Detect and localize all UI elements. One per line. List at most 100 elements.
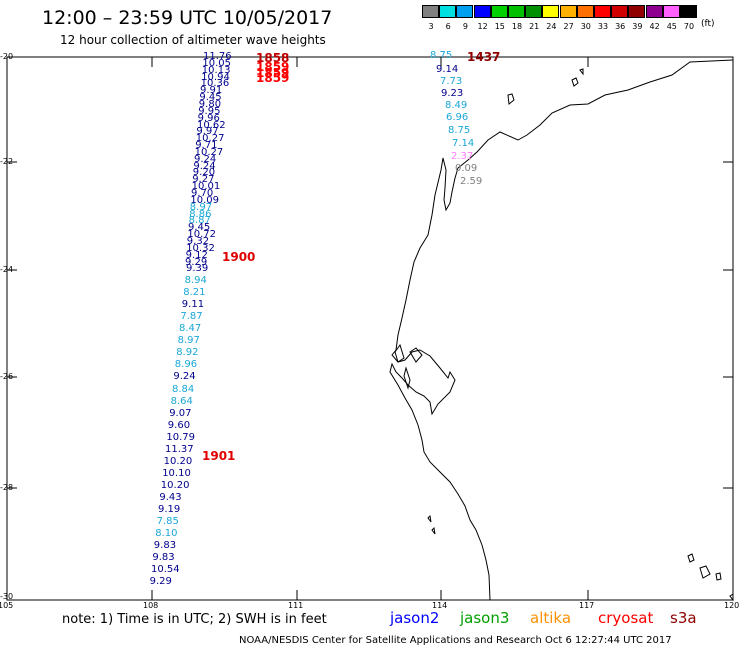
latitude-label: -26 bbox=[0, 372, 14, 381]
wave-height-value: 9.70 bbox=[191, 188, 214, 199]
time-label-1859b: 1859 bbox=[256, 66, 290, 80]
wave-height-value: 8.87 bbox=[188, 215, 211, 227]
wave-height-value: 8.97 bbox=[177, 335, 200, 347]
wave-height-value: 9.29 bbox=[149, 576, 172, 588]
wave-height-value: 9.27 bbox=[192, 174, 215, 186]
chart-subtitle: 12 hour collection of altimeter wave hei… bbox=[60, 33, 326, 47]
satellite-legend-item: jason2 bbox=[390, 609, 440, 627]
wave-height-value: 9.60 bbox=[167, 419, 191, 431]
scale-swatch bbox=[645, 5, 663, 18]
scale-swatch bbox=[456, 5, 474, 18]
wave-height-value: 9.43 bbox=[159, 491, 182, 503]
scale-label: 3 bbox=[428, 22, 434, 31]
wave-height-value: 8.86 bbox=[189, 208, 212, 220]
wave-height-value: 7.14 bbox=[452, 138, 475, 149]
longitude-label: 105 bbox=[0, 601, 14, 610]
wave-height-value: 8.21 bbox=[183, 287, 206, 299]
scale-label: 24 bbox=[546, 22, 557, 31]
wave-height-value: 9.14 bbox=[436, 64, 459, 75]
wave-height-value: 10.79 bbox=[166, 431, 196, 443]
scale-label: 39 bbox=[632, 22, 643, 31]
wave-height-value: 9.24 bbox=[193, 160, 216, 172]
wave-height-value: 9.23 bbox=[441, 88, 464, 99]
scale-label: 30 bbox=[580, 22, 591, 31]
longitude-label: 117 bbox=[579, 601, 595, 610]
wave-height-value: 9.83 bbox=[153, 540, 177, 552]
scale-swatch bbox=[628, 5, 646, 18]
time-label-1859c: 1859 bbox=[256, 71, 290, 85]
wave-height-value: 8.84 bbox=[172, 383, 195, 395]
longitude-label: 108 bbox=[143, 601, 159, 610]
scale-label: 27 bbox=[563, 22, 574, 31]
wave-height-value: 9.07 bbox=[169, 407, 192, 419]
scale-unit: (ft) bbox=[701, 19, 715, 29]
footer-credit: NOAA/NESDIS Center for Satellite Applica… bbox=[239, 635, 672, 646]
wave-height-value: 10.62 bbox=[197, 119, 226, 131]
scale-swatch bbox=[508, 5, 525, 18]
scale-swatch bbox=[473, 5, 491, 18]
wave-height-value: 6.96 bbox=[446, 112, 469, 123]
scale-label: 33 bbox=[597, 22, 609, 31]
scale-label: 6 bbox=[445, 22, 451, 31]
wave-height-value: 10.32 bbox=[186, 242, 215, 254]
scale-label: 21 bbox=[529, 22, 540, 31]
wave-height-value: 9.71 bbox=[195, 140, 218, 152]
wave-height-value: 10.20 bbox=[160, 479, 190, 491]
map-frame bbox=[6, 56, 734, 601]
scale-label: 12 bbox=[477, 22, 488, 31]
longitude-label: 120 bbox=[724, 601, 740, 610]
wave-height-value: 8.75 bbox=[448, 125, 471, 136]
scale-swatch bbox=[559, 5, 577, 18]
wave-height-value: 9.96 bbox=[197, 112, 220, 124]
latitude-label: -22 bbox=[0, 157, 14, 166]
latitude-label: -20 bbox=[0, 52, 14, 61]
scale-swatch bbox=[422, 5, 439, 18]
wave-height-value: 7.87 bbox=[180, 311, 203, 323]
wave-height-value: 10.10 bbox=[162, 467, 191, 479]
scale-swatch bbox=[490, 5, 508, 18]
satellite-legend-item: cryosat bbox=[598, 609, 654, 627]
wave-height-value: 8.47 bbox=[179, 323, 202, 335]
wave-height-value: 10.01 bbox=[191, 181, 221, 193]
wave-height-value: 10.94 bbox=[201, 71, 230, 83]
time-label-1900: 1900 bbox=[222, 250, 256, 264]
wave-height-value: 8.64 bbox=[170, 395, 193, 407]
scale-swatch bbox=[594, 5, 611, 18]
scale-swatch bbox=[611, 5, 629, 18]
wave-height-value: 9.19 bbox=[158, 504, 181, 515]
coastline bbox=[389, 59, 734, 602]
wave-height-value: 8.49 bbox=[445, 100, 468, 111]
scale-label: 36 bbox=[615, 22, 626, 31]
wave-height-value: 10.72 bbox=[187, 229, 217, 241]
wave-height-value: 8.97 bbox=[189, 201, 213, 213]
time-label-1858: 1858 bbox=[256, 51, 290, 65]
scale-label: 70 bbox=[683, 22, 695, 31]
wave-height-value: 11.76 bbox=[203, 51, 232, 62]
wave-height-value: 9.20 bbox=[192, 167, 216, 179]
longitude-label: 111 bbox=[288, 601, 304, 610]
footer-note: note: 1) Time is in UTC; 2) SWH is in fe… bbox=[62, 612, 327, 627]
latitude-label: -24 bbox=[0, 265, 14, 274]
longitude-label: 114 bbox=[432, 601, 448, 610]
scale-label: 42 bbox=[649, 22, 660, 31]
scale-label: 45 bbox=[666, 22, 677, 31]
wave-height-value: 10.05 bbox=[202, 57, 232, 69]
wave-height-value: 8.96 bbox=[174, 359, 198, 371]
satellite-legend-item: altika bbox=[530, 609, 572, 627]
wave-height-value: 2.37 bbox=[451, 151, 474, 162]
time-label-1859a: 1859 bbox=[256, 60, 290, 74]
latitude-label: -30 bbox=[0, 592, 14, 601]
wave-height-value: 8.75 bbox=[430, 50, 453, 61]
wave-height-value: 10.54 bbox=[151, 564, 180, 576]
wave-height-value: 10.13 bbox=[201, 64, 231, 76]
scale-swatch bbox=[525, 5, 543, 18]
wave-height-value: 9.45 bbox=[199, 92, 222, 104]
wave-height-value: 7.73 bbox=[440, 76, 463, 87]
time-label-1901: 1901 bbox=[202, 449, 236, 463]
wave-height-value: 10.36 bbox=[200, 78, 230, 90]
wave-height-value: 9.11 bbox=[181, 299, 205, 311]
wave-height-value: 10.27 bbox=[194, 146, 224, 158]
wave-height-value: 11.37 bbox=[165, 443, 194, 455]
